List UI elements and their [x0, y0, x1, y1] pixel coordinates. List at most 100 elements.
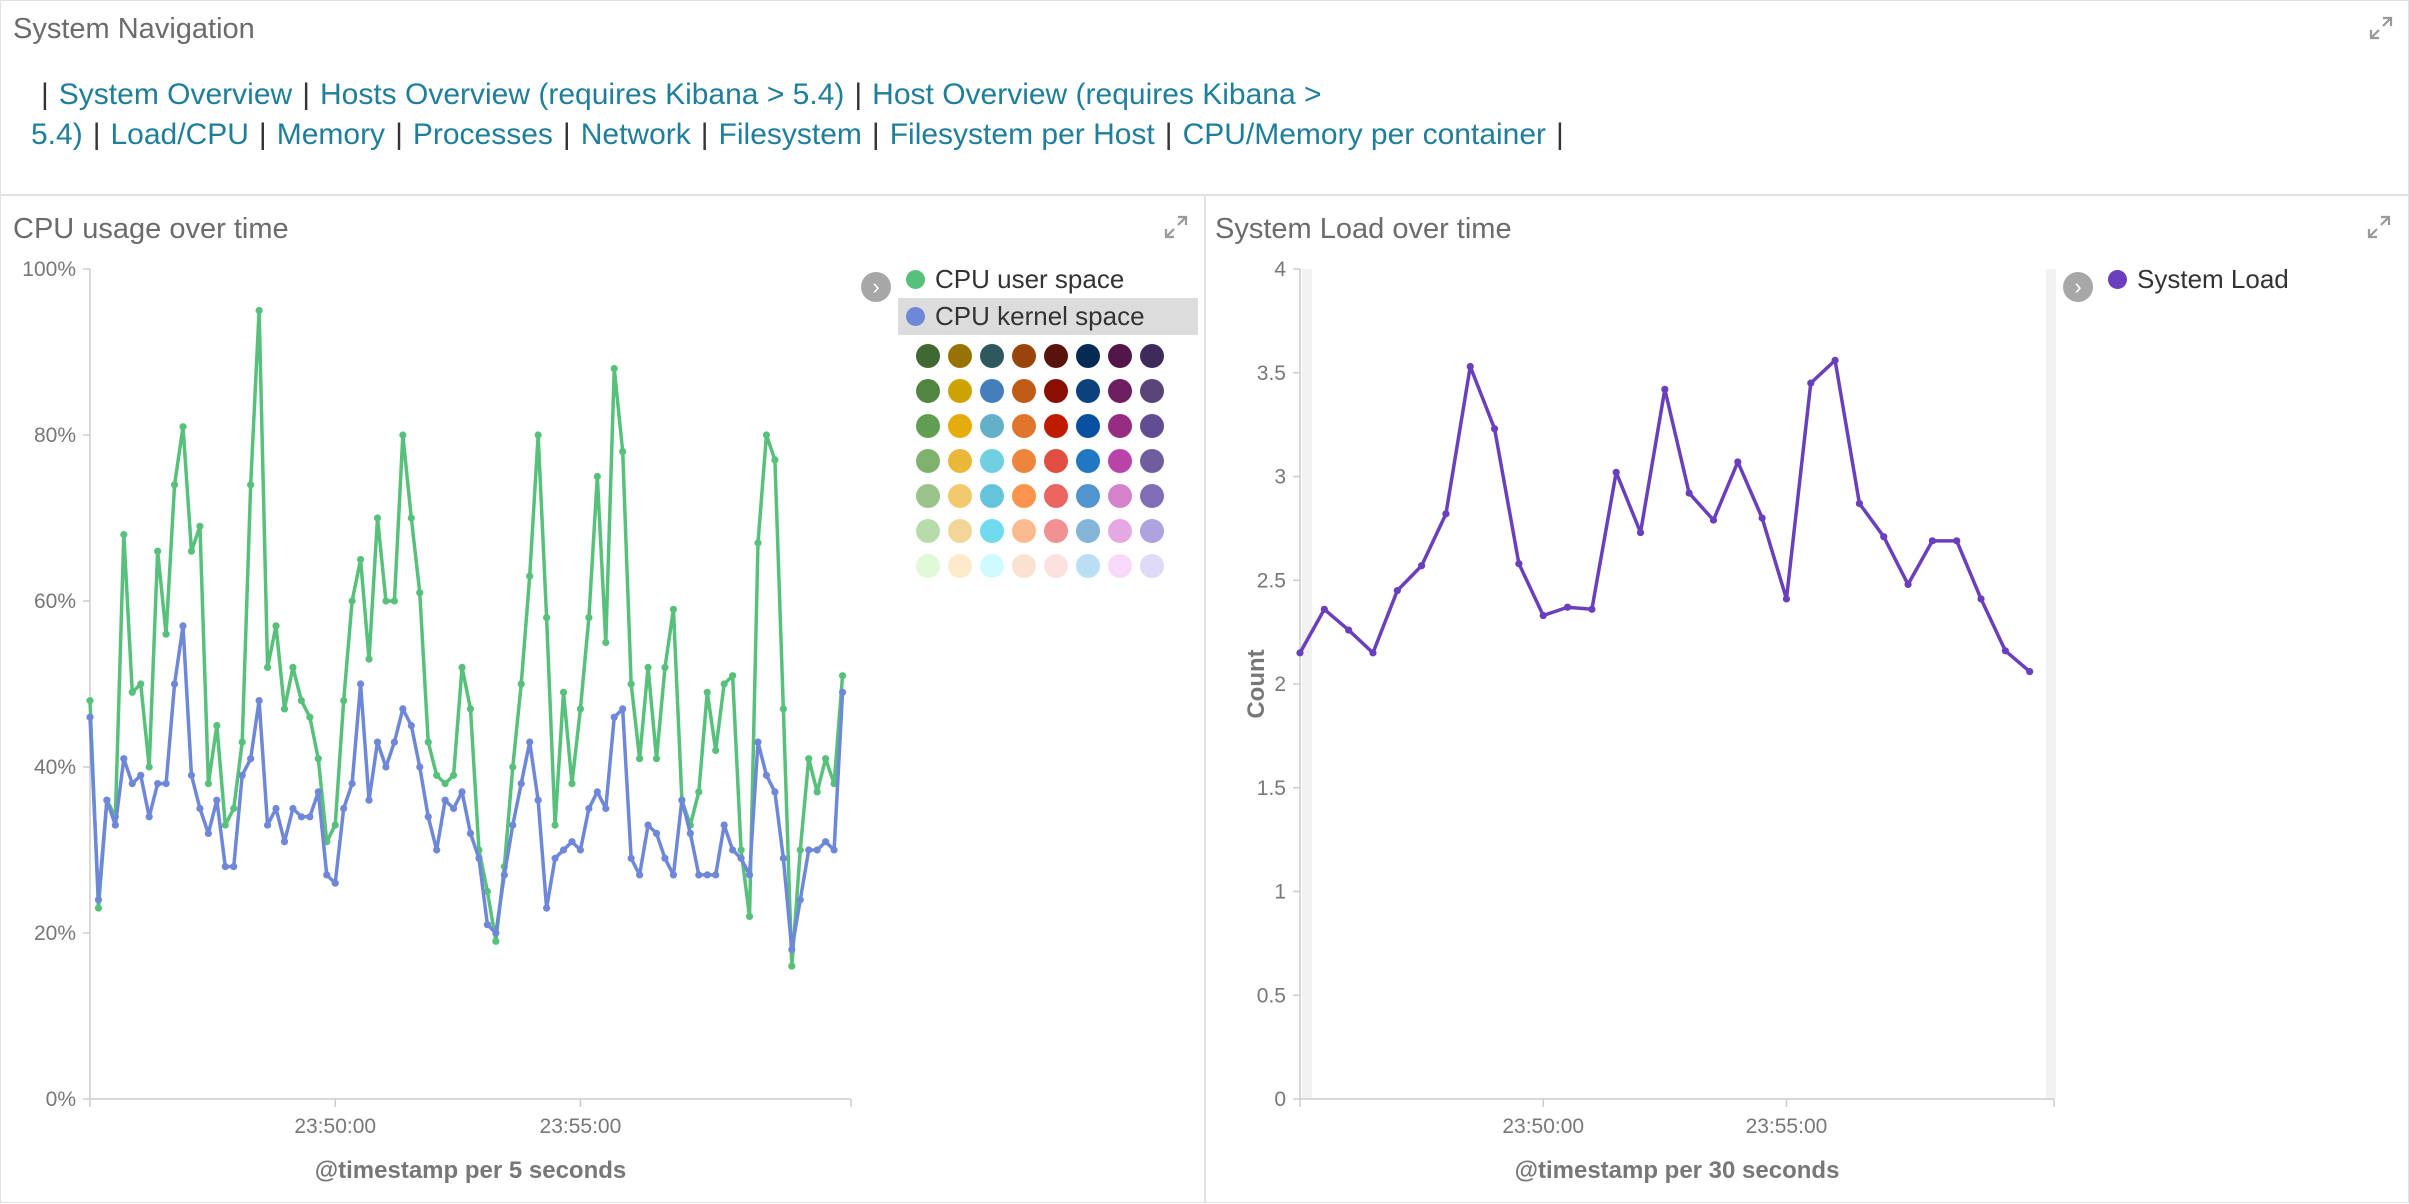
legend-toggle-button[interactable]: ›: [2063, 272, 2093, 302]
color-swatch[interactable]: [1012, 344, 1036, 368]
data-point-cpu-user-space: [382, 597, 390, 605]
color-swatch[interactable]: [1044, 344, 1068, 368]
data-point-cpu-kernel-space: [737, 854, 745, 862]
color-swatch[interactable]: [1108, 344, 1132, 368]
color-swatch[interactable]: [948, 449, 972, 473]
color-swatch[interactable]: [916, 379, 940, 403]
y-axis-title: Count: [1243, 649, 1270, 718]
color-swatch[interactable]: [916, 554, 940, 578]
color-swatch[interactable]: [980, 344, 1004, 368]
color-swatch[interactable]: [1140, 449, 1164, 473]
data-point-cpu-user-space: [348, 597, 356, 605]
color-swatch[interactable]: [1012, 449, 1036, 473]
data-point-cpu-kernel-space: [669, 871, 678, 879]
data-point-cpu-user-space: [187, 547, 196, 555]
data-point-system-load: [1466, 362, 1474, 371]
nav-link-processes[interactable]: Processes: [412, 118, 553, 151]
color-swatch[interactable]: [1076, 344, 1100, 368]
legend-item-cpu-user[interactable]: CPU user space: [898, 261, 1198, 298]
color-swatch[interactable]: [948, 344, 972, 368]
color-swatch[interactable]: [948, 554, 972, 578]
color-swatch[interactable]: [916, 519, 940, 543]
data-point-cpu-user-space: [416, 589, 424, 597]
data-point-cpu-user-space: [255, 306, 263, 315]
color-swatch[interactable]: [980, 379, 1004, 403]
color-swatch[interactable]: [1108, 554, 1132, 578]
data-point-cpu-user-space: [695, 788, 703, 796]
data-point-cpu-user-space: [669, 605, 678, 613]
series-line-cpu-user-space: [88, 308, 845, 968]
expand-icon[interactable]: [1163, 214, 1189, 240]
color-swatch[interactable]: [1012, 519, 1036, 543]
data-point-system-load: [1612, 468, 1620, 476]
color-swatch[interactable]: [1140, 484, 1164, 508]
expand-icon[interactable]: [2366, 214, 2392, 240]
color-swatch[interactable]: [980, 554, 1004, 578]
color-swatch[interactable]: [980, 414, 1004, 438]
color-swatch[interactable]: [1012, 379, 1036, 403]
nav-link-system-overview[interactable]: System Overview: [58, 78, 293, 111]
data-point-system-load: [1588, 605, 1596, 613]
color-swatch[interactable]: [1140, 414, 1164, 438]
color-swatch[interactable]: [948, 414, 972, 438]
color-swatch[interactable]: [1044, 379, 1068, 403]
color-swatch[interactable]: [980, 449, 1004, 473]
data-point-cpu-user-space: [729, 672, 737, 680]
color-swatch[interactable]: [1076, 379, 1100, 403]
color-swatch[interactable]: [1044, 554, 1068, 578]
data-point-cpu-kernel-space: [399, 705, 407, 713]
data-point-cpu-kernel-space: [568, 838, 576, 846]
color-swatch[interactable]: [916, 414, 940, 438]
color-swatch[interactable]: [948, 484, 972, 508]
color-swatch[interactable]: [1140, 344, 1164, 368]
color-swatch[interactable]: [1076, 554, 1100, 578]
color-swatch[interactable]: [916, 449, 940, 473]
color-swatch[interactable]: [1108, 414, 1132, 438]
color-swatch[interactable]: [980, 519, 1004, 543]
color-swatch[interactable]: [1044, 449, 1068, 473]
color-swatch[interactable]: [948, 519, 972, 543]
data-point-cpu-user-space: [509, 763, 517, 771]
color-swatch[interactable]: [1108, 379, 1132, 403]
nav-link-network[interactable]: Network: [580, 118, 691, 151]
color-swatch[interactable]: [1012, 484, 1036, 508]
color-swatch[interactable]: [1012, 414, 1036, 438]
color-swatch[interactable]: [916, 484, 940, 508]
color-swatch[interactable]: [1076, 414, 1100, 438]
color-swatch[interactable]: [1108, 484, 1132, 508]
legend-item-cpu-kernel[interactable]: CPU kernel space: [898, 298, 1198, 335]
color-swatch[interactable]: [1108, 449, 1132, 473]
color-swatch[interactable]: [1140, 519, 1164, 543]
color-swatch[interactable]: [980, 484, 1004, 508]
color-swatch[interactable]: [1140, 554, 1164, 578]
color-swatch[interactable]: [1108, 519, 1132, 543]
nav-link-filesystem-per-host[interactable]: Filesystem per Host: [889, 118, 1155, 151]
expand-icon[interactable]: [2368, 15, 2394, 41]
legend-toggle-button[interactable]: ›: [861, 272, 891, 302]
legend-label: CPU user space: [935, 264, 1125, 294]
nav-link-memory[interactable]: Memory: [276, 118, 386, 151]
color-swatch[interactable]: [916, 344, 940, 368]
data-point-cpu-user-space: [356, 555, 365, 564]
color-swatch[interactable]: [1076, 519, 1100, 543]
nav-link-host-overview-requires-kibana-5-4[interactable]: Host Overview (requires Kibana > 5.4): [31, 78, 1322, 151]
color-swatch[interactable]: [1044, 414, 1068, 438]
color-swatch[interactable]: [1076, 484, 1100, 508]
data-point-cpu-kernel-space: [272, 804, 280, 813]
x-axis-title: @timestamp per 30 seconds: [1515, 1157, 1840, 1184]
data-point-cpu-kernel-space: [204, 829, 212, 838]
color-swatch[interactable]: [948, 379, 972, 403]
legend-item-system-load[interactable]: System Load: [2100, 261, 2350, 298]
nav-link-filesystem[interactable]: Filesystem: [718, 118, 862, 151]
color-swatch[interactable]: [1044, 484, 1068, 508]
nav-link-cpu-memory-per-container[interactable]: CPU/Memory per container: [1182, 118, 1547, 151]
data-point-cpu-kernel-space: [407, 721, 415, 730]
color-swatch[interactable]: [1140, 379, 1164, 403]
data-point-system-load: [1904, 580, 1912, 588]
nav-link-load-cpu[interactable]: Load/CPU: [110, 118, 249, 151]
color-swatch[interactable]: [1012, 554, 1036, 578]
color-swatch[interactable]: [1044, 519, 1068, 543]
y-tick-label: 40%: [34, 756, 76, 779]
nav-link-hosts-overview-requires-kibana-5-4[interactable]: Hosts Overview (requires Kibana > 5.4): [319, 78, 845, 111]
color-swatch[interactable]: [1076, 449, 1100, 473]
